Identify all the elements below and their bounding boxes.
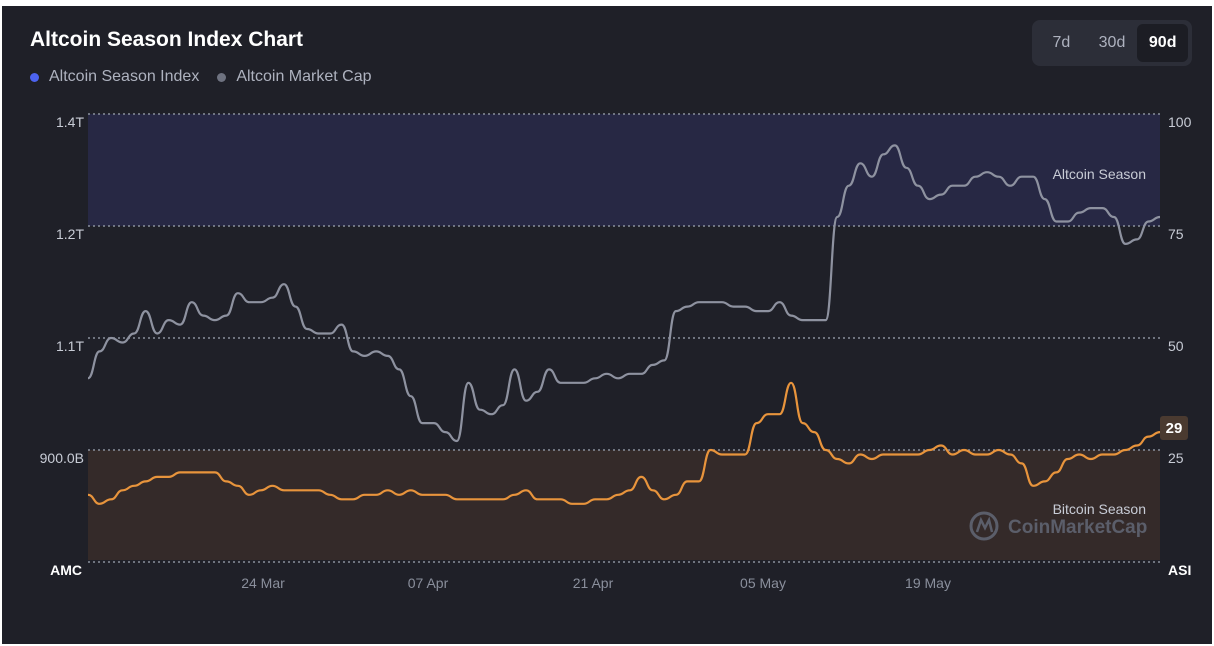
bitcoin-season-label: Bitcoin Season	[1053, 501, 1146, 517]
legend-label-market-cap: Altcoin Market Cap	[236, 68, 372, 85]
watermark-logo: CoinMarketCap	[969, 511, 1147, 541]
x-tick-05-may: 05 May	[740, 575, 786, 591]
legend-item-market-cap[interactable]: Altcoin Market Cap	[217, 68, 372, 86]
altcoin-season-label: Altcoin Season	[1053, 166, 1146, 182]
legend-dot-index	[30, 72, 39, 82]
bitcoin-season-zone	[88, 450, 1160, 560]
range-button-30d[interactable]: 30d	[1098, 34, 1126, 51]
left-axis-label: AMC	[50, 562, 82, 578]
legend-dot-market-cap	[217, 72, 227, 82]
legend-label-index: Altcoin Season Index	[49, 68, 200, 85]
x-tick-19-may: 19 May	[905, 575, 951, 591]
current-value-text: 29	[1166, 420, 1183, 437]
right-tick-50: 50	[1168, 338, 1184, 354]
current-value-box	[1160, 416, 1188, 440]
range-button-7d[interactable]: 7d	[1052, 34, 1071, 51]
right-tick-25: 25	[1168, 450, 1184, 466]
left-tick-1: 1.4T	[56, 114, 84, 130]
current-value-badge: 29	[1160, 416, 1188, 440]
watermark-icon-mark	[975, 516, 994, 533]
x-tick-07-apr: 07 Apr	[408, 575, 449, 591]
chart-plot: 1.4T 1.2T 1.1T 900.0B AMC 100 75 50 25 A…	[40, 113, 1192, 591]
chart-card: Altcoin Season Index Chart Altcoin Seaso…	[2, 6, 1212, 644]
right-axis-label: ASI	[1168, 562, 1191, 578]
legend-item-index[interactable]: Altcoin Season Index	[30, 68, 199, 86]
right-tick-100: 100	[1168, 114, 1192, 130]
left-tick-4: 900.0B	[40, 450, 84, 466]
watermark-text: CoinMarketCap	[1008, 517, 1147, 538]
left-tick-3: 1.1T	[56, 338, 84, 354]
watermark-icon	[969, 511, 999, 541]
left-tick-2: 1.2T	[56, 226, 84, 242]
x-tick-24-mar: 24 Mar	[241, 575, 285, 591]
chart-legend: Altcoin Season Index Altcoin Market Cap	[30, 68, 372, 86]
x-tick-21-apr: 21 Apr	[573, 575, 614, 591]
right-tick-75: 75	[1168, 226, 1184, 242]
chart-title: Altcoin Season Index Chart	[30, 28, 304, 51]
altcoin-season-zone	[88, 114, 1160, 226]
range-toggle: 7d 30d 90d	[1032, 20, 1192, 66]
range-button-90d[interactable]: 90d	[1137, 24, 1189, 62]
series-line-altcoin-season-index	[87, 381, 1161, 505]
series-line-altcoin-market-cap	[87, 144, 1161, 443]
